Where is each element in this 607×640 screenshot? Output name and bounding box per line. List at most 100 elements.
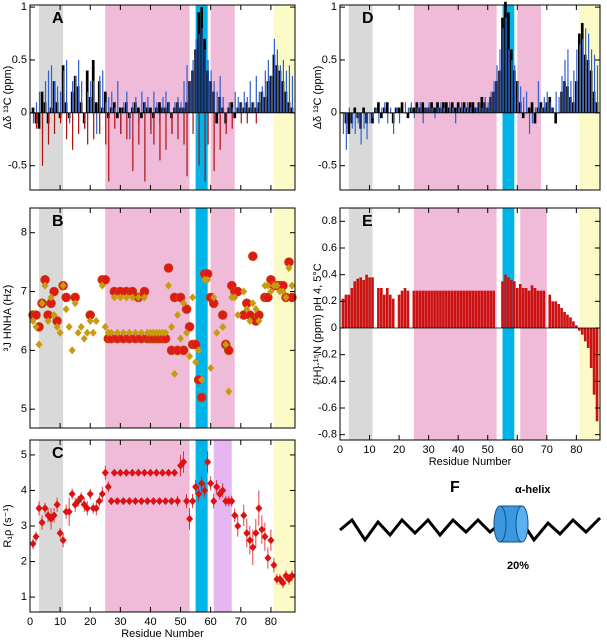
bar xyxy=(393,112,395,134)
bar xyxy=(462,290,466,328)
bar xyxy=(195,38,197,113)
bar xyxy=(504,274,507,328)
annotation: 20% xyxy=(507,560,529,572)
point xyxy=(47,293,55,302)
point xyxy=(41,504,49,513)
point xyxy=(174,311,182,320)
bar xyxy=(406,112,410,119)
bar xyxy=(366,112,368,140)
bar xyxy=(390,107,392,113)
bar xyxy=(53,112,56,134)
bar xyxy=(362,107,365,113)
y-tick-label: -0.6 xyxy=(318,402,337,414)
point xyxy=(44,316,52,325)
region xyxy=(195,440,208,612)
bar xyxy=(415,290,419,328)
bar xyxy=(554,301,558,328)
y-tick-label: -0.8 xyxy=(318,429,337,441)
bar xyxy=(354,112,356,134)
bar xyxy=(347,112,351,134)
bar xyxy=(469,107,472,113)
bar xyxy=(586,328,590,348)
panel-letter: D xyxy=(362,10,374,27)
point xyxy=(149,497,157,506)
bar xyxy=(233,112,237,119)
bar xyxy=(377,288,380,328)
point xyxy=(207,364,215,372)
point xyxy=(65,322,73,331)
bar xyxy=(527,290,531,328)
bar xyxy=(246,96,248,113)
point xyxy=(223,345,234,356)
point xyxy=(246,536,254,545)
point xyxy=(110,293,118,302)
point xyxy=(183,328,191,337)
point xyxy=(100,274,111,285)
bar xyxy=(456,290,460,328)
region xyxy=(579,5,600,190)
bar xyxy=(549,102,551,113)
bar xyxy=(567,49,569,113)
bar xyxy=(38,91,41,113)
bar xyxy=(387,112,389,124)
bar xyxy=(407,107,409,113)
point xyxy=(56,529,64,538)
point xyxy=(228,497,236,506)
point xyxy=(162,328,170,337)
annotation: α-helix xyxy=(515,484,551,496)
point xyxy=(95,497,103,506)
bar xyxy=(514,65,516,113)
bar xyxy=(249,81,251,113)
bar xyxy=(68,112,71,124)
bar xyxy=(87,91,89,113)
point xyxy=(240,287,248,296)
bar xyxy=(380,288,383,328)
point xyxy=(110,468,118,477)
bar xyxy=(511,59,513,113)
bar xyxy=(492,290,495,328)
bar xyxy=(493,81,495,113)
point xyxy=(165,468,173,477)
bar xyxy=(534,107,537,113)
x-tick-label: 40 xyxy=(452,444,464,456)
bar xyxy=(174,102,176,113)
point xyxy=(137,328,145,337)
bar xyxy=(410,102,412,113)
point xyxy=(190,339,201,350)
point xyxy=(31,310,41,320)
y-axis-label: {¹H}-¹⁵N (ppm) pH 4, 5°C xyxy=(312,263,324,384)
bar xyxy=(480,290,484,328)
bar xyxy=(460,102,463,113)
point xyxy=(119,328,127,337)
panel-letter: C xyxy=(52,445,64,462)
bar xyxy=(416,107,418,113)
bar xyxy=(149,107,152,113)
point xyxy=(213,482,221,491)
x-tick-label: 70 xyxy=(541,444,553,456)
bar xyxy=(360,112,362,145)
bar xyxy=(400,290,404,328)
point xyxy=(255,316,263,325)
bar xyxy=(159,112,161,161)
bar xyxy=(521,288,525,328)
bar xyxy=(59,91,62,113)
bar xyxy=(403,288,407,328)
point xyxy=(198,375,206,384)
y-axis-label: Δδ ¹³C (ppm) xyxy=(312,66,324,130)
bar xyxy=(398,112,401,124)
bar xyxy=(62,70,65,113)
point xyxy=(86,316,94,325)
bar xyxy=(204,112,206,182)
y-tick-label: 0 xyxy=(331,107,337,119)
point xyxy=(122,293,130,302)
bar xyxy=(371,277,374,328)
y-tick-label: 0.2 xyxy=(322,295,337,307)
bar xyxy=(481,107,483,113)
bar xyxy=(180,102,182,113)
bar xyxy=(96,112,98,134)
x-tick-label: 80 xyxy=(570,444,582,456)
point xyxy=(101,468,109,477)
bar xyxy=(186,65,188,113)
bar xyxy=(575,325,578,328)
